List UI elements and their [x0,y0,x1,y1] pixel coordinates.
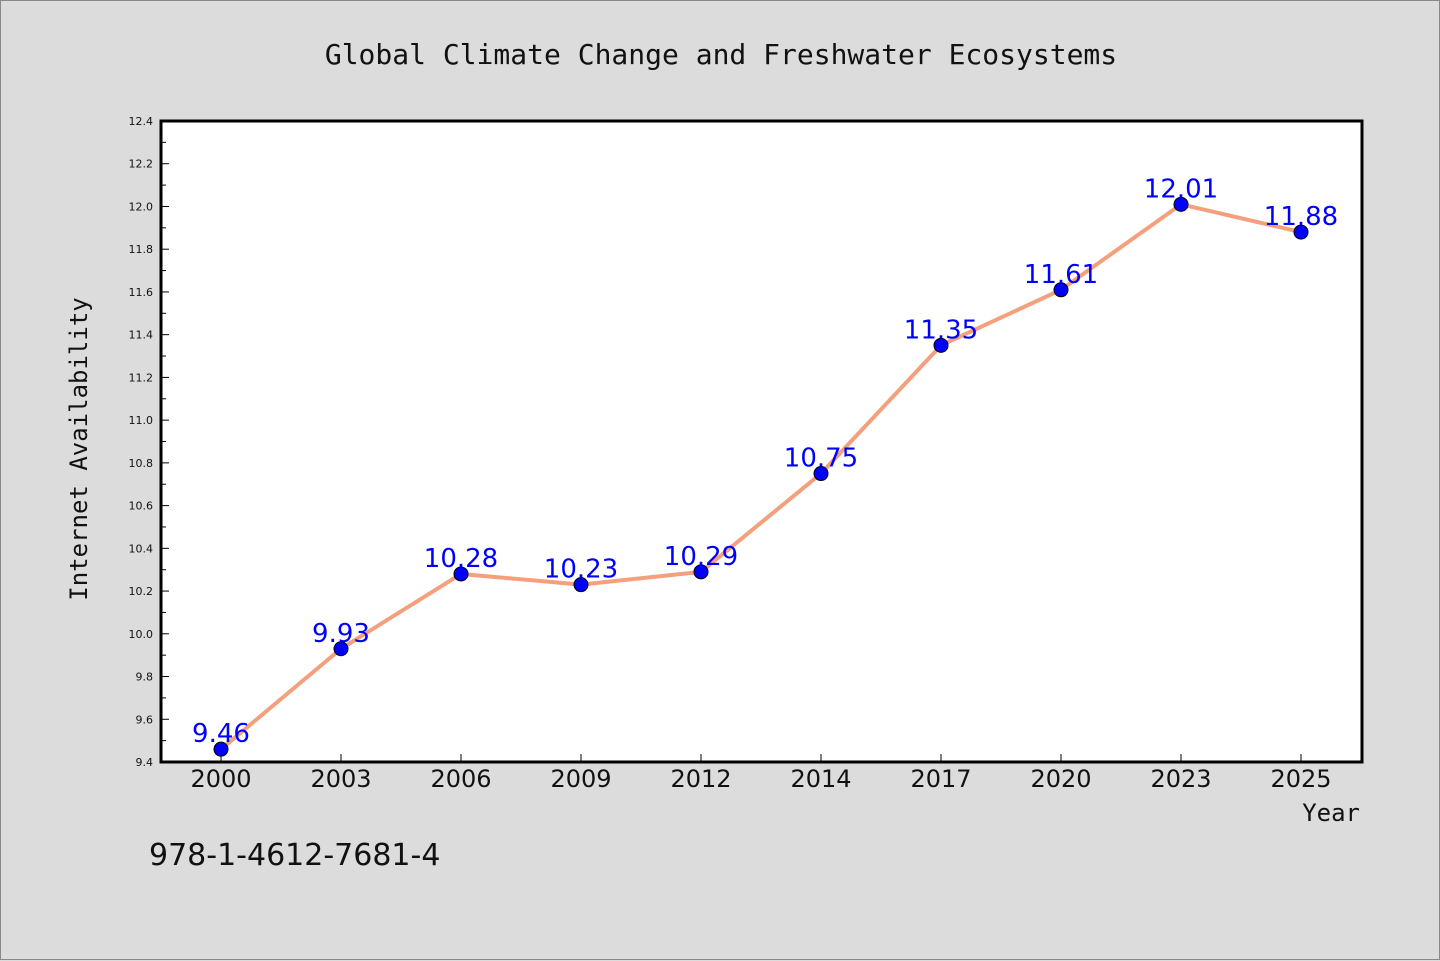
data-label: 10.29 [664,542,738,572]
x-tick-label: 2023 [1150,765,1211,793]
series-group: 9.46 9.93 10.28 10.23 10.29 10.75 11.35 11.61 12… [192,174,1338,757]
x-tick-label: 2009 [550,765,611,793]
y-tick-label: 10.0 [129,628,154,641]
x-axis-label: Year [1302,799,1360,827]
data-label: 9.93 [312,619,370,649]
series-line [219,202,1302,751]
data-point [213,741,229,757]
y-tick-label: 10.6 [129,500,154,513]
y-tick-label: 12.2 [129,158,154,171]
y-tick-label: 10.8 [129,457,154,470]
data-label: 12.01 [1144,174,1218,204]
y-tick-label: 10.4 [129,542,154,555]
y-tick-label: 11.4 [129,329,154,342]
data-label: 10.28 [424,544,498,574]
data-point [453,566,469,582]
y-tick-label: 9.8 [136,671,154,684]
data-label: 11.88 [1264,202,1338,232]
data-point [813,466,829,482]
footer-isbn: 978-1-4612-7681-4 [149,838,440,873]
x-tick-label: 2017 [910,765,971,793]
data-point [573,577,589,593]
data-point [1293,224,1309,240]
x-tick-label: 2003 [310,765,371,793]
x-tick-label: 2012 [670,765,731,793]
data-point [1173,196,1189,212]
data-point [693,564,709,580]
y-tick-label: 9.4 [136,756,154,769]
data-label: 9.46 [192,719,250,749]
y-tick-label: 11.8 [129,243,154,256]
data-point [1053,282,1069,298]
y-tick-label: 11.6 [129,286,154,299]
x-tick-label: 2020 [1030,765,1091,793]
data-label: 10.23 [544,555,618,585]
data-label: 10.75 [784,444,858,474]
x-tick-label: 2000 [190,765,251,793]
data-label: 11.61 [1024,260,1098,290]
y-tick-label: 10.2 [129,585,154,598]
x-tick-label: 2025 [1270,765,1331,793]
y-tick-label: 11.0 [129,414,154,427]
data-label: 11.35 [904,315,978,345]
data-point [333,641,349,657]
x-axis: 2000 2003 2006 2009 2012 2014 2017 2020 2023 2025 [190,754,1332,793]
y-tick-label: 9.6 [136,713,154,726]
y-axis: 9.4 9.6 9.8 10.0 10.2 10.4 10.6 10.8 11.0 11.2 11.… [129,115,169,769]
y-tick-label: 12.4 [129,115,154,128]
x-tick-label: 2006 [430,765,491,793]
y-axis-label: Internet Availability [65,297,93,600]
data-point [933,337,949,353]
plot-area [159,119,1364,764]
chart-title: Global Climate Change and Freshwater Eco… [325,38,1117,71]
x-tick-label: 2014 [790,765,851,793]
y-tick-label: 12.0 [129,200,154,213]
y-tick-label: 11.2 [129,371,154,384]
